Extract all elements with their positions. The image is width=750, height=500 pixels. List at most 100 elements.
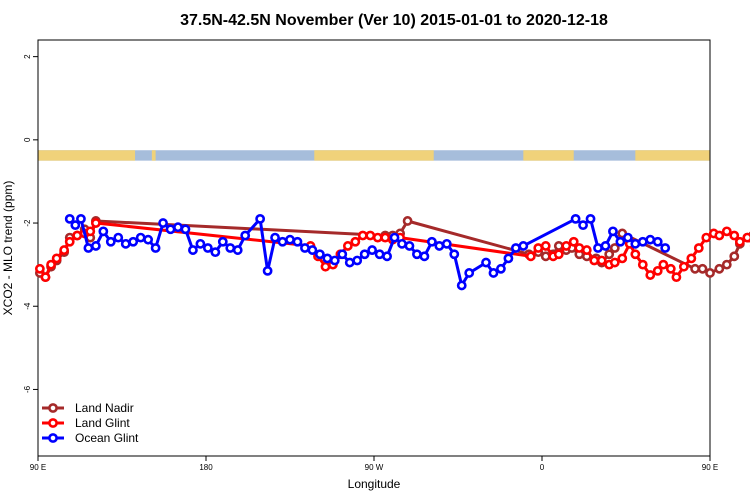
x-tick-label: 0: [540, 463, 545, 472]
land-band: [151, 150, 156, 161]
y-axis: 2 0 -2 -4 -6: [23, 54, 38, 393]
data-point: [456, 280, 467, 291]
data-point: [637, 259, 648, 270]
data-point: [90, 241, 101, 251]
data-point: [721, 226, 732, 237]
data-point: [705, 268, 715, 278]
data-point: [574, 243, 585, 253]
y-axis-label: XCO2 - MLO trend (ppm): [1, 181, 15, 316]
data-point: [503, 253, 514, 264]
land-band: [38, 150, 136, 161]
land-ocean-strip: [38, 150, 710, 161]
data-point: [540, 241, 551, 251]
data-point: [533, 243, 544, 253]
data-point: [404, 241, 415, 251]
data-point: [72, 230, 83, 241]
chart-title: 37.5N-42.5N November (Ver 10) 2015-01-01…: [180, 12, 608, 29]
data-point: [367, 245, 378, 255]
data-point: [357, 230, 368, 241]
data-point: [240, 230, 251, 241]
data-point: [382, 251, 392, 262]
data-point: [678, 261, 689, 272]
data-point: [553, 249, 564, 260]
legend-label: Land Glint: [75, 416, 130, 430]
data-point: [729, 251, 740, 262]
data-point: [742, 232, 750, 243]
data-point: [540, 251, 551, 262]
data-point: [581, 245, 592, 255]
data-point: [46, 259, 56, 270]
x-tick-label: 90 W: [365, 463, 384, 472]
y-tick-label: 0: [23, 137, 32, 142]
data-point: [589, 255, 600, 266]
series-land-glint: [34, 218, 750, 283]
x-tick-label: 90 E: [30, 463, 46, 472]
data-point: [481, 257, 491, 268]
data-point: [665, 263, 676, 274]
y-tick-label: -4: [23, 302, 32, 310]
data-point: [165, 224, 176, 235]
data-point: [525, 251, 536, 262]
data-point: [120, 238, 131, 249]
data-point: [90, 218, 101, 228]
data-point: [292, 236, 303, 247]
data-point: [637, 236, 648, 247]
data-point: [150, 243, 161, 253]
data-point: [135, 232, 146, 243]
land-band: [314, 150, 434, 161]
data-point: [64, 236, 75, 247]
data-point: [344, 257, 355, 268]
x-tick-label: 90 E: [702, 463, 718, 472]
data-point: [300, 243, 310, 253]
y-tick-label: -6: [23, 385, 32, 393]
data-point: [690, 263, 700, 274]
data-point: [630, 238, 641, 249]
x-axis: 90 E 180 90 W 0 90 E: [30, 456, 718, 472]
data-point: [426, 236, 437, 247]
data-point: [380, 232, 391, 243]
land-band: [635, 150, 710, 161]
data-point: [609, 243, 620, 253]
data-point: [671, 272, 682, 283]
data-point: [697, 263, 708, 274]
data-point: [337, 249, 348, 260]
data-point: [593, 243, 603, 253]
data-point: [568, 236, 579, 247]
data-point: [232, 245, 243, 255]
data-point: [285, 234, 295, 245]
legend-label: Ocean Glint: [75, 431, 139, 445]
data-point: [600, 241, 611, 251]
legend-item: Land Nadir: [42, 401, 134, 415]
series-ocean-glint: [64, 213, 671, 291]
legend-item: Land Glint: [42, 416, 130, 430]
data-point: [630, 249, 641, 260]
data-point: [217, 236, 228, 247]
data-point: [51, 253, 62, 264]
data-point: [59, 245, 70, 255]
data-point: [270, 232, 280, 243]
data-point: [105, 236, 116, 247]
data-point: [85, 226, 96, 237]
legend-item: Ocean Glint: [42, 431, 139, 445]
data-point: [434, 241, 445, 251]
data-point: [686, 253, 697, 264]
y-tick-label: 2: [23, 54, 32, 59]
data-point: [510, 243, 521, 253]
series-layer: [34, 213, 750, 291]
data-point: [352, 255, 363, 266]
data-point: [412, 249, 422, 260]
data-point: [617, 253, 628, 264]
data-point: [255, 213, 266, 224]
data-point: [729, 230, 740, 241]
legend-marker: [48, 433, 58, 443]
data-point: [714, 230, 725, 241]
data-point: [359, 249, 370, 260]
data-point: [645, 270, 656, 280]
data-point: [98, 226, 109, 237]
legend-label: Land Nadir: [75, 401, 134, 415]
data-point: [622, 232, 633, 243]
data-point: [553, 241, 564, 251]
data-point: [342, 241, 353, 251]
data-point: [307, 245, 318, 255]
data-point: [609, 257, 620, 268]
